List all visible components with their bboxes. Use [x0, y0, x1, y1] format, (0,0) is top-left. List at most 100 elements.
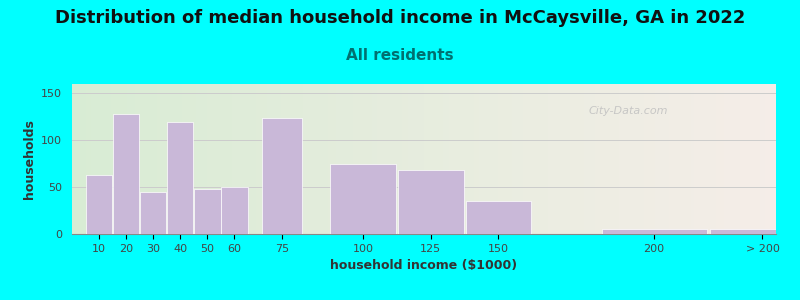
- Bar: [267, 84, 270, 234]
- Bar: [407, 84, 410, 234]
- Bar: [162, 84, 166, 234]
- Bar: [669, 84, 671, 234]
- Bar: [402, 84, 405, 234]
- Bar: [514, 84, 518, 234]
- Bar: [215, 84, 218, 234]
- Bar: [460, 84, 462, 234]
- Bar: [366, 84, 369, 234]
- Bar: [363, 84, 366, 234]
- Bar: [325, 84, 328, 234]
- Bar: [493, 84, 495, 234]
- Bar: [194, 189, 221, 234]
- Bar: [154, 84, 158, 234]
- Bar: [655, 84, 658, 234]
- Bar: [336, 84, 338, 234]
- Bar: [284, 84, 286, 234]
- Bar: [762, 84, 765, 234]
- Bar: [470, 84, 474, 234]
- Bar: [732, 84, 734, 234]
- Bar: [168, 84, 171, 234]
- Bar: [240, 84, 242, 234]
- Bar: [598, 84, 600, 234]
- Bar: [391, 84, 394, 234]
- Bar: [671, 84, 674, 234]
- Bar: [141, 84, 143, 234]
- Bar: [138, 84, 141, 234]
- Bar: [319, 84, 322, 234]
- Bar: [611, 84, 614, 234]
- Bar: [688, 84, 690, 234]
- Bar: [575, 84, 578, 234]
- Bar: [699, 84, 702, 234]
- Bar: [86, 175, 112, 234]
- Bar: [130, 84, 133, 234]
- Bar: [570, 84, 573, 234]
- Bar: [110, 84, 114, 234]
- Bar: [140, 192, 166, 234]
- Bar: [309, 84, 311, 234]
- Bar: [303, 84, 306, 234]
- Bar: [466, 84, 468, 234]
- Bar: [369, 84, 372, 234]
- Bar: [265, 84, 267, 234]
- Bar: [449, 84, 451, 234]
- Bar: [554, 84, 556, 234]
- Bar: [768, 84, 770, 234]
- Bar: [661, 84, 663, 234]
- Bar: [273, 84, 275, 234]
- Bar: [602, 229, 706, 234]
- Bar: [394, 84, 397, 234]
- Bar: [642, 84, 644, 234]
- Text: City-Data.com: City-Data.com: [589, 106, 668, 116]
- Bar: [382, 84, 386, 234]
- Bar: [222, 187, 247, 234]
- Bar: [702, 84, 705, 234]
- Bar: [539, 84, 542, 234]
- Bar: [262, 118, 302, 234]
- Bar: [680, 84, 682, 234]
- Bar: [468, 84, 470, 234]
- Bar: [171, 84, 174, 234]
- Bar: [474, 84, 476, 234]
- Bar: [586, 84, 589, 234]
- Bar: [83, 84, 86, 234]
- Bar: [658, 84, 661, 234]
- Bar: [234, 84, 237, 234]
- Bar: [556, 84, 558, 234]
- Bar: [636, 84, 638, 234]
- Bar: [256, 84, 259, 234]
- Bar: [746, 84, 749, 234]
- Bar: [229, 84, 231, 234]
- Bar: [694, 84, 696, 234]
- Bar: [413, 84, 416, 234]
- Bar: [143, 84, 146, 234]
- Bar: [204, 84, 206, 234]
- Bar: [330, 164, 396, 234]
- Bar: [78, 84, 80, 234]
- Bar: [625, 84, 627, 234]
- Bar: [608, 84, 611, 234]
- Bar: [476, 84, 479, 234]
- Bar: [378, 84, 380, 234]
- Bar: [495, 84, 498, 234]
- Bar: [322, 84, 325, 234]
- Bar: [108, 84, 110, 234]
- Bar: [254, 84, 256, 234]
- Bar: [72, 84, 74, 234]
- Bar: [133, 84, 135, 234]
- Bar: [246, 84, 248, 234]
- Bar: [531, 84, 534, 234]
- Bar: [490, 84, 493, 234]
- Bar: [485, 84, 487, 234]
- Bar: [682, 84, 686, 234]
- Bar: [355, 84, 358, 234]
- X-axis label: household income ($1000): household income ($1000): [330, 259, 518, 272]
- Bar: [89, 84, 91, 234]
- Bar: [696, 84, 699, 234]
- Bar: [127, 84, 130, 234]
- Bar: [275, 84, 278, 234]
- Bar: [638, 84, 642, 234]
- Y-axis label: households: households: [22, 119, 36, 199]
- Bar: [506, 84, 510, 234]
- Bar: [430, 84, 432, 234]
